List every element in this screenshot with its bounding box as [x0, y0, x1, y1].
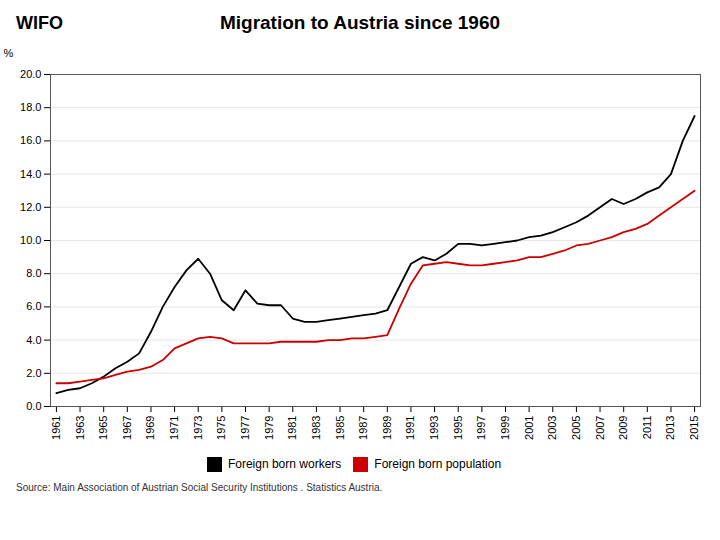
svg-text:2.0: 2.0	[26, 367, 41, 379]
svg-text:1991: 1991	[404, 416, 416, 440]
svg-text:1961: 1961	[50, 416, 62, 440]
svg-text:1983: 1983	[310, 416, 322, 440]
svg-text:1999: 1999	[499, 416, 511, 440]
svg-text:10.0: 10.0	[20, 234, 41, 246]
svg-text:20.0: 20.0	[20, 68, 41, 80]
html-text:Source: Main Association of Au: Source: Main Association of Austrian Soc…	[16, 482, 383, 493]
svg-text:2013: 2013	[664, 416, 676, 440]
svg-text:1967: 1967	[121, 416, 133, 440]
svg-text:1963: 1963	[74, 416, 86, 440]
html-text:Migration to Austria since 196: Migration to Austria since 1960	[219, 12, 501, 33]
svg-text:1965: 1965	[97, 416, 109, 440]
svg-text:1981: 1981	[286, 416, 298, 440]
svg-text:1997: 1997	[475, 416, 487, 440]
svg-text:2003: 2003	[546, 416, 558, 440]
svg-text:14.0: 14.0	[20, 168, 41, 180]
svg-text:6.0: 6.0	[26, 300, 41, 312]
svg-text:8.0: 8.0	[26, 267, 41, 279]
svg-text:1989: 1989	[381, 416, 393, 440]
svg-text:2005: 2005	[570, 416, 582, 440]
svg-text:2011: 2011	[641, 416, 653, 440]
svg-text:12.0: 12.0	[20, 201, 41, 213]
svg-text:4.0: 4.0	[26, 334, 41, 346]
svg-text:1975: 1975	[215, 416, 227, 440]
html-text:Foreign born population: Foreign born population	[374, 457, 502, 471]
svg-text:1987: 1987	[357, 416, 369, 440]
svg-text:1985: 1985	[334, 416, 346, 440]
svg-text:1993: 1993	[428, 416, 440, 440]
svg-text:16.0: 16.0	[20, 134, 41, 146]
svg-text:1971: 1971	[168, 416, 180, 440]
svg-text:18.0: 18.0	[20, 101, 41, 113]
svg-text:2007: 2007	[594, 416, 606, 440]
svg-text:%: %	[4, 47, 14, 59]
svg-text:1979: 1979	[263, 416, 275, 440]
svg-text:0.0: 0.0	[26, 400, 41, 412]
svg-text:1973: 1973	[192, 416, 204, 440]
svg-text:2009: 2009	[617, 416, 629, 440]
html-text:WIFO: WIFO	[16, 12, 63, 33]
svg-text:2015: 2015	[688, 416, 700, 440]
svg-text:1995: 1995	[452, 416, 464, 440]
svg-text:1977: 1977	[239, 416, 251, 440]
svg-text:2001: 2001	[523, 416, 535, 440]
html-text:Foreign born workers: Foreign born workers	[227, 457, 342, 471]
svg-text:1969: 1969	[144, 416, 156, 440]
